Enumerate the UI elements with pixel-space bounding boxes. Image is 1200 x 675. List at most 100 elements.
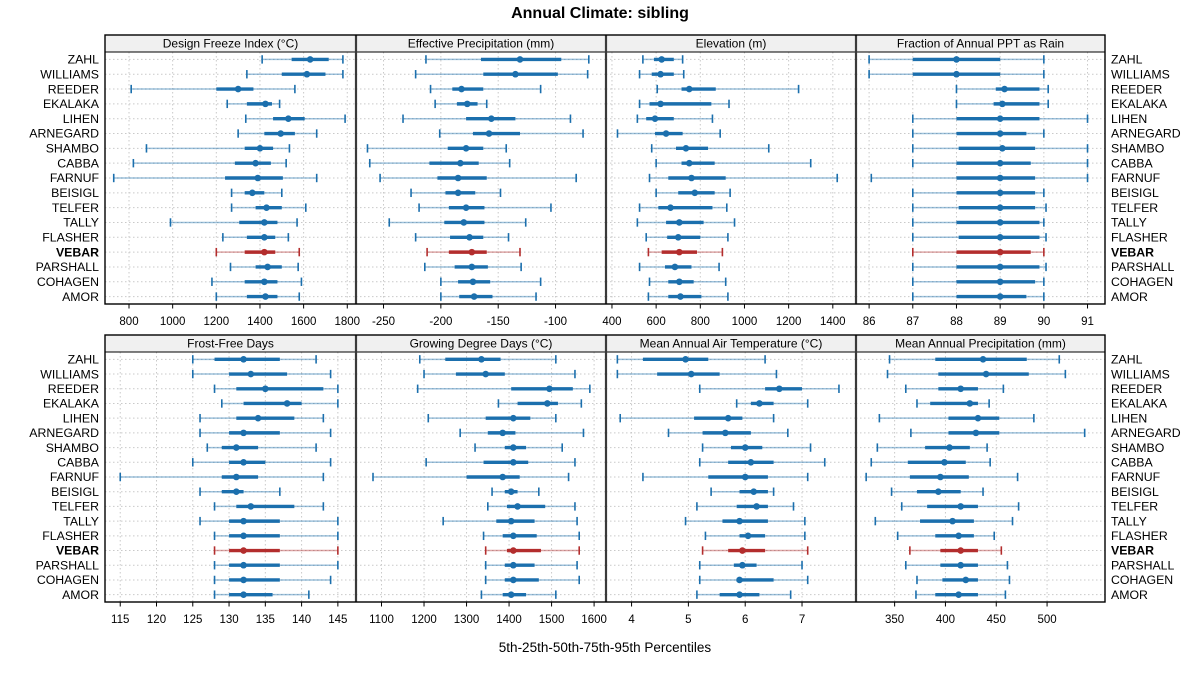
panel-title: Design Freeze Index (°C) bbox=[163, 37, 299, 51]
station-label: LIHEN bbox=[63, 411, 99, 425]
median-dot bbox=[263, 204, 270, 211]
percentile-interval bbox=[199, 516, 339, 526]
percentile-interval bbox=[438, 129, 584, 138]
percentile-interval bbox=[429, 84, 542, 94]
x-tick-label: 1800 bbox=[334, 316, 360, 328]
median-dot bbox=[974, 414, 982, 422]
percentile-interval bbox=[213, 502, 325, 511]
percentile-interval bbox=[130, 84, 296, 94]
percentile-interval bbox=[206, 443, 317, 452]
median-dot bbox=[240, 561, 247, 569]
percentile-interval bbox=[911, 129, 1045, 138]
median-dot bbox=[240, 517, 247, 525]
station-label: TALLY bbox=[1111, 514, 1147, 528]
station-label: CABBA bbox=[1111, 455, 1153, 469]
percentile-interval bbox=[655, 188, 731, 198]
x-tick-label: 6 bbox=[742, 614, 748, 626]
percentile-interval bbox=[226, 99, 281, 109]
station-label: REEDER bbox=[1111, 82, 1162, 96]
median-dot bbox=[240, 458, 247, 466]
percentile-interval bbox=[645, 233, 729, 242]
percentile-interval bbox=[876, 443, 988, 452]
median-dot bbox=[966, 400, 974, 407]
percentile-interval bbox=[638, 262, 720, 272]
median-dot bbox=[957, 503, 964, 510]
station-label: VEBAR bbox=[1111, 245, 1154, 259]
station-label: WILLIAMS bbox=[1111, 67, 1170, 81]
median-dot bbox=[1001, 85, 1008, 93]
median-dot bbox=[240, 591, 247, 598]
median-dot bbox=[510, 576, 517, 584]
station-label: VEBAR bbox=[56, 245, 99, 259]
median-dot bbox=[671, 263, 679, 271]
x-tick-label: 90 bbox=[1037, 316, 1050, 328]
percentile-interval bbox=[698, 458, 826, 467]
percentile-interval bbox=[402, 114, 572, 123]
median-dot bbox=[676, 278, 683, 286]
median-dot bbox=[510, 414, 517, 422]
x-tick-label: 1600 bbox=[291, 316, 317, 328]
percentile-interval bbox=[916, 399, 990, 408]
median-dot bbox=[454, 174, 462, 182]
percentile-interval bbox=[199, 428, 332, 438]
station-label: FLASHER bbox=[42, 529, 99, 543]
station-label: COHAGEN bbox=[37, 573, 99, 587]
x-tick-label: 800 bbox=[691, 316, 710, 328]
percentile-interval bbox=[199, 413, 325, 423]
station-label: PARSHALL bbox=[1111, 260, 1174, 274]
percentile-interval bbox=[955, 84, 1050, 94]
station-label: FARNUF bbox=[1111, 470, 1161, 484]
x-tick-label: 400 bbox=[602, 316, 621, 328]
station-label: ZAHL bbox=[1111, 53, 1143, 67]
percentile-interval bbox=[487, 502, 576, 511]
station-label: FARNUF bbox=[50, 470, 100, 484]
median-dot bbox=[747, 458, 755, 466]
percentile-interval bbox=[667, 428, 789, 438]
x-tick-label: 89 bbox=[994, 316, 1007, 328]
percentile-interval bbox=[655, 158, 812, 168]
median-dot bbox=[546, 385, 553, 393]
percentile-interval bbox=[911, 188, 1045, 198]
median-dot bbox=[953, 56, 960, 63]
station-label: CABBA bbox=[57, 156, 99, 170]
median-dot bbox=[458, 85, 465, 93]
percentile-interval bbox=[868, 55, 1045, 64]
x-tick-label: -250 bbox=[372, 316, 395, 328]
x-tick-label: 87 bbox=[906, 316, 919, 328]
percentile-interval bbox=[696, 590, 792, 599]
percentile-interval bbox=[379, 173, 577, 183]
station-label: ARNEGARD bbox=[1111, 127, 1181, 141]
station-label: VEBAR bbox=[1111, 544, 1154, 558]
station-label: ZAHL bbox=[1111, 353, 1143, 367]
percentile-interval bbox=[213, 384, 339, 393]
station-label: REEDER bbox=[1111, 382, 1162, 396]
median-dot bbox=[682, 145, 690, 152]
station-label: TALLY bbox=[63, 514, 99, 528]
x-tick-label: 800 bbox=[119, 316, 138, 328]
x-tick-label: 4 bbox=[628, 614, 635, 626]
median-dot bbox=[750, 488, 758, 496]
median-dot bbox=[982, 370, 990, 378]
median-dot bbox=[285, 115, 292, 123]
median-dot bbox=[996, 115, 1004, 123]
station-label: PARSHALL bbox=[36, 558, 99, 572]
median-dot bbox=[744, 532, 752, 540]
x-tick-label: 145 bbox=[328, 614, 347, 626]
median-dot bbox=[691, 189, 699, 197]
x-tick-label: 5 bbox=[685, 614, 691, 626]
percentile-interval bbox=[424, 262, 522, 272]
median-dot bbox=[739, 547, 746, 554]
percentile-interval bbox=[491, 487, 540, 496]
x-tick-label: 120 bbox=[147, 614, 166, 626]
median-dot bbox=[254, 174, 262, 182]
percentile-interval bbox=[911, 114, 1089, 123]
percentile-interval bbox=[910, 428, 1086, 438]
median-dot bbox=[462, 204, 470, 211]
percentile-interval bbox=[955, 99, 1050, 109]
x-tick-label: 115 bbox=[111, 614, 129, 626]
station-label: ARNEGARD bbox=[29, 127, 99, 141]
percentile-interval bbox=[145, 144, 291, 153]
station-label: WILLIAMS bbox=[40, 67, 99, 81]
percentile-interval bbox=[638, 203, 728, 212]
